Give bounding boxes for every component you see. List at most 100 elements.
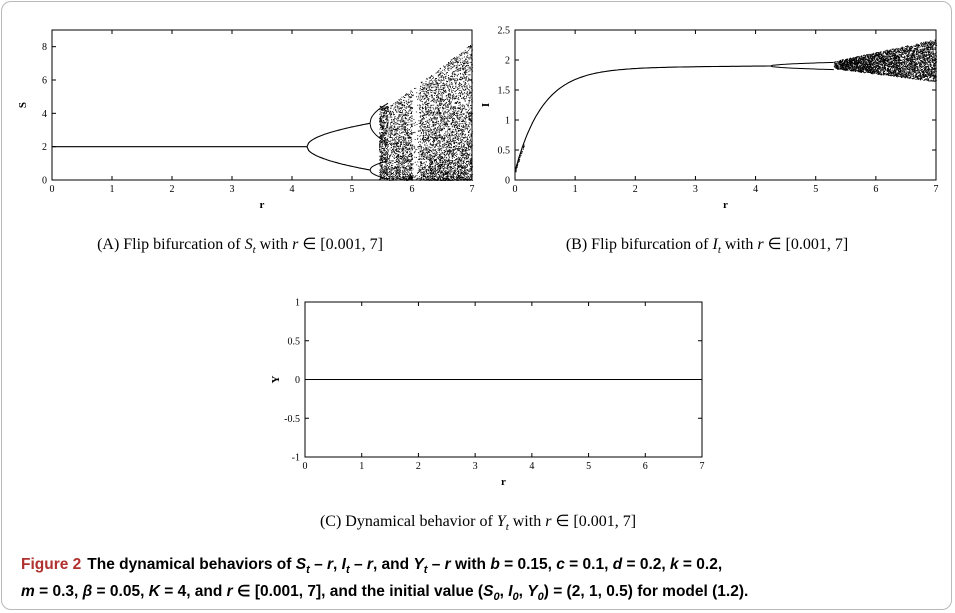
chaos-point — [442, 108, 444, 110]
chaos-point — [458, 68, 460, 70]
chaos-point — [424, 87, 426, 89]
chaos-point — [398, 141, 400, 143]
chaos-point — [439, 104, 441, 106]
chaos-point — [392, 160, 394, 162]
chaos-point — [458, 83, 459, 85]
chaos-point — [402, 175, 404, 177]
chaos-point — [429, 131, 431, 133]
chaos-point — [429, 165, 431, 166]
chaos-point — [447, 130, 448, 132]
chaos-point — [455, 173, 457, 175]
period-4-branch — [369, 123, 389, 144]
chaos-point — [404, 175, 406, 177]
chaos-point — [380, 135, 381, 137]
chaos-point — [452, 155, 453, 157]
chaos-point — [423, 150, 425, 152]
chaos-point — [419, 95, 421, 97]
chaos-point — [471, 82, 473, 84]
chaos-point — [446, 109, 448, 110]
chaos-point — [463, 75, 464, 77]
chaos-point — [423, 175, 425, 177]
chaos-point — [435, 149, 436, 151]
chaos-point — [465, 173, 467, 175]
chaos-point — [429, 164, 431, 165]
chaos-point — [440, 125, 442, 127]
chaos-point — [448, 150, 450, 151]
chaos-point — [435, 145, 436, 147]
chaos-point — [433, 150, 435, 152]
chaos-point — [466, 138, 468, 140]
chaos-point — [443, 168, 445, 170]
chaos-point — [459, 69, 461, 71]
chaos-point — [470, 79, 472, 80]
chaos-point — [392, 168, 394, 170]
chaos-point — [406, 124, 408, 126]
chaos-point — [457, 138, 459, 140]
chaos-point — [406, 178, 408, 180]
chaos-point — [454, 170, 456, 172]
chaos-point — [456, 59, 458, 61]
chaos-point — [471, 134, 473, 135]
chaos-point — [471, 67, 473, 69]
chaos-point — [460, 111, 462, 113]
chaos-point — [422, 125, 423, 127]
chaos-point — [465, 137, 467, 139]
chaos-point — [425, 134, 427, 136]
chaos-point — [460, 108, 461, 110]
chaos-point — [419, 161, 421, 163]
chaos-point — [430, 165, 431, 167]
chaos-point — [398, 104, 400, 105]
chaos-point — [392, 178, 394, 180]
chaos-point — [439, 80, 441, 82]
chaos-point — [405, 140, 407, 142]
chaos-point — [443, 144, 445, 146]
chaos-point — [397, 129, 399, 131]
chaos-point — [442, 129, 444, 131]
chaos-point — [468, 131, 470, 133]
chaos-point — [405, 124, 406, 125]
chaos-point — [462, 123, 464, 124]
chaos-point — [411, 156, 413, 157]
chaos-point — [431, 86, 433, 88]
chaos-point — [447, 161, 449, 163]
chaos-point — [412, 144, 414, 146]
chaos-point — [406, 172, 407, 174]
chaos-point — [467, 177, 468, 179]
chaos-point — [421, 124, 423, 126]
chaos-point — [452, 97, 453, 99]
chaos-point — [390, 110, 391, 112]
chaos-point — [401, 156, 403, 158]
chaos-point — [456, 112, 458, 114]
chaos-point — [421, 172, 423, 174]
chaos-point — [407, 166, 409, 167]
chaos-point — [457, 118, 459, 120]
chaos-point — [459, 107, 461, 109]
chaos-point — [450, 78, 451, 80]
chaos-point — [390, 125, 392, 127]
chaos-point — [447, 141, 449, 143]
chaos-point — [427, 85, 429, 87]
chaos-point — [461, 130, 463, 132]
chaos-point — [465, 123, 466, 125]
chaos-point — [416, 149, 418, 150]
chaos-point — [439, 141, 441, 143]
chaos-point — [444, 103, 446, 105]
chaos-point — [410, 179, 412, 181]
chaos-point — [427, 156, 429, 158]
chaos-point — [435, 179, 437, 181]
chaos-point — [455, 129, 457, 131]
chaos-point — [431, 161, 433, 162]
chaos-point — [425, 95, 427, 97]
chaos-point — [402, 120, 404, 121]
chaos-point — [380, 160, 382, 162]
chaos-point — [461, 115, 463, 117]
chaos-point — [394, 143, 396, 145]
chaos-point — [459, 83, 461, 85]
chaos-point — [459, 123, 461, 125]
chaos-point — [453, 154, 455, 155]
chaos-point — [446, 171, 448, 173]
chaos-point — [432, 122, 434, 123]
chaos-point — [444, 116, 445, 117]
chaos-point — [464, 128, 466, 130]
chaos-point — [426, 148, 428, 150]
